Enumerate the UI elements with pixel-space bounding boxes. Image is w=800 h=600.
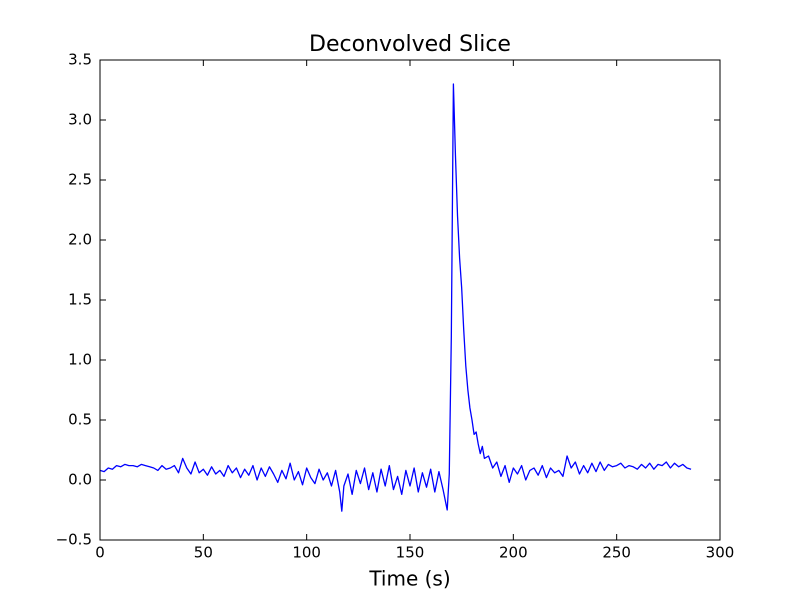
y-tick-label: 3.5 — [68, 51, 92, 69]
chart-title: Deconvolved Slice — [309, 32, 511, 57]
plot-frame — [99, 59, 721, 541]
y-tick-label: 0.0 — [68, 471, 92, 489]
y-tick-label: 2.0 — [68, 231, 92, 249]
x-tick-label: 300 — [706, 544, 735, 562]
data-line — [99, 83, 692, 512]
y-tick-label: 1.5 — [68, 291, 92, 309]
y-tick-label: 0.5 — [68, 411, 92, 429]
x-tick-label: 200 — [499, 544, 528, 562]
x-tick-label: 50 — [194, 544, 213, 562]
y-tick-label: 1.0 — [68, 351, 92, 369]
y-tick-label: −0.5 — [56, 531, 92, 549]
x-axis-label: Time (s) — [368, 567, 450, 591]
x-tick-label: 0 — [95, 544, 105, 562]
x-tick-label: 250 — [602, 544, 631, 562]
y-tick-label: 3.0 — [68, 111, 92, 129]
y-tick-label: 2.5 — [68, 171, 92, 189]
x-tick-label: 150 — [396, 544, 425, 562]
x-tick-label: 100 — [292, 544, 321, 562]
